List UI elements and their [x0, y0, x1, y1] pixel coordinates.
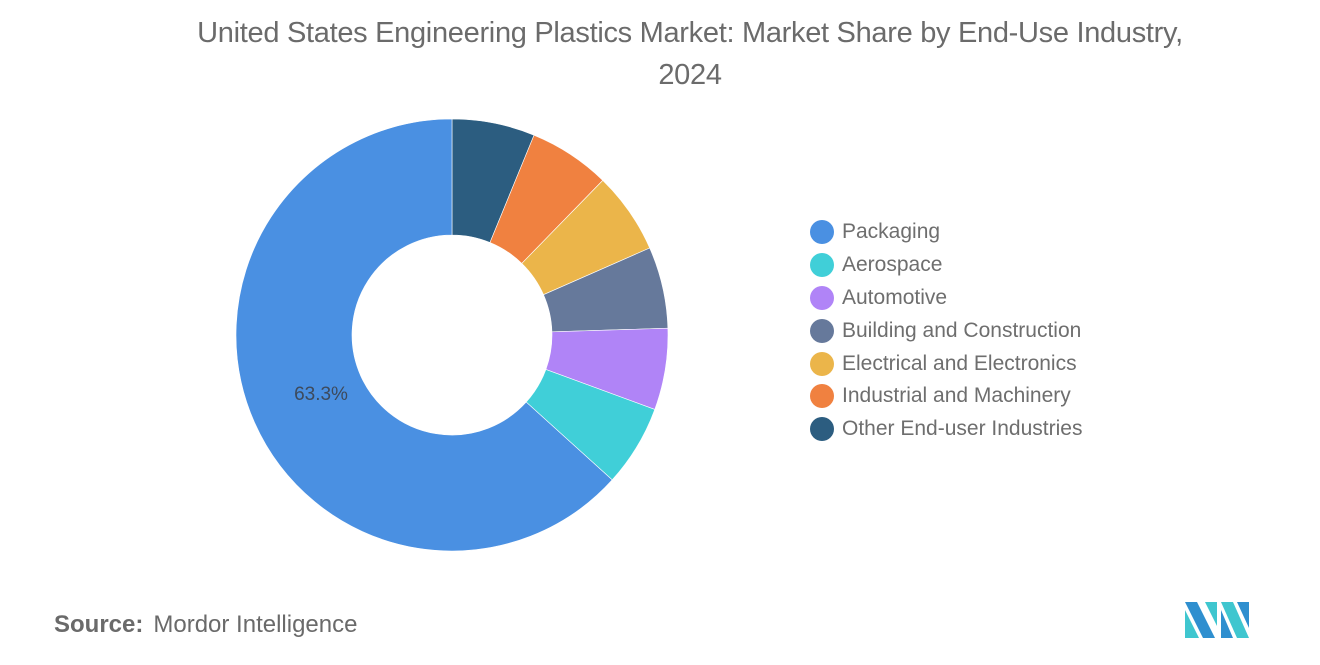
source-key: Source:	[54, 611, 144, 638]
legend-swatch-icon	[810, 351, 834, 376]
chart-title: United States Engineering Plastics Marke…	[0, 12, 1320, 96]
donut-slices	[235, 118, 669, 552]
legend-swatch-icon	[810, 285, 834, 310]
chart-title-line-2: 2024	[658, 59, 722, 91]
legend-swatch-icon	[810, 384, 834, 409]
legend-swatch-icon	[810, 220, 834, 245]
source-note: Source: Mordor Intelligence	[54, 611, 357, 639]
legend-item-electrical-electronics[interactable]: Electrical and Electronics	[810, 347, 1082, 380]
mordor-intelligence-logo-icon	[1185, 602, 1249, 638]
legend-label: Aerospace	[842, 253, 943, 277]
legend-item-automotive[interactable]: Automotive	[810, 282, 1082, 315]
legend-label: Packaging	[842, 220, 941, 244]
legend-label: Automotive	[842, 285, 948, 309]
source-value: Mordor Intelligence	[153, 611, 358, 638]
legend-swatch-icon	[810, 318, 834, 343]
legend-label: Electrical and Electronics	[842, 351, 1077, 375]
slice-packaging[interactable]	[235, 118, 613, 552]
legend-item-industrial-machinery[interactable]: Industrial and Machinery	[810, 380, 1082, 413]
legend-label: Building and Construction	[842, 318, 1082, 342]
legend-item-aerospace[interactable]: Aerospace	[810, 249, 1082, 282]
chart-legend: Packaging Aerospace Automotive Building …	[810, 216, 1082, 446]
legend-label: Other End-user Industries	[842, 417, 1083, 441]
legend-item-building-construction[interactable]: Building and Construction	[810, 314, 1082, 347]
packaging-percentage-label: 63.3%	[294, 384, 348, 405]
legend-item-packaging[interactable]: Packaging	[810, 216, 1082, 249]
legend-swatch-icon	[810, 417, 834, 442]
legend-swatch-icon	[810, 253, 834, 278]
legend-item-other-end-user[interactable]: Other End-user Industries	[810, 413, 1082, 446]
legend-label: Industrial and Machinery	[842, 384, 1071, 408]
chart-title-line-1: United States Engineering Plastics Marke…	[197, 17, 1183, 49]
